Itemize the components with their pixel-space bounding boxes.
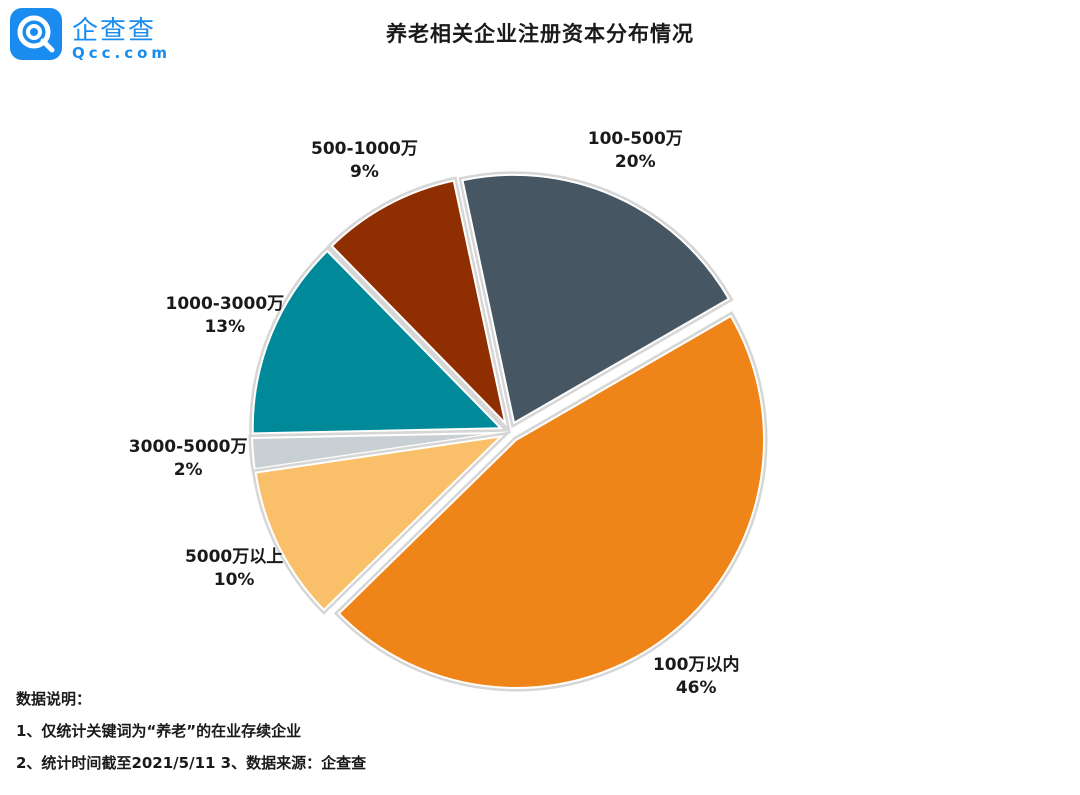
slice-3-label: 3000-5000万 2% — [129, 436, 248, 482]
slice-4-category: 5000万以上 — [184, 546, 284, 567]
slice-2-category: 1000-3000万 — [165, 293, 285, 314]
slice-5-label: 100万以内 46% — [653, 654, 740, 700]
slice-5-category: 100万以内 — [652, 655, 740, 676]
slice-1-percent: 9% — [350, 161, 379, 182]
slice-2-label: 1000-3000万 13% — [165, 293, 284, 339]
slice-2 — [251, 249, 504, 435]
slice-2-percent: 13% — [204, 316, 246, 337]
slice-5-percent: 46% — [675, 678, 717, 699]
slice-3-percent: 2% — [173, 460, 203, 481]
qcc-logo-icon — [10, 8, 62, 60]
slice-4 — [254, 435, 504, 612]
slice-1 — [330, 179, 507, 427]
pie-chart — [248, 171, 768, 692]
slice-3-category: 3000-5000万 — [128, 437, 248, 458]
data-notes: 数据说明： 1、仅统计关键词为“养老”的在业存续企业 2、统计时间截至2021/… — [16, 688, 366, 784]
qcc-logo: 企查查 Qcc.com — [10, 8, 180, 64]
slice-0-label: 100-500万 20% — [588, 128, 683, 174]
logo-domain: Qcc.com — [72, 44, 172, 62]
slice-4-percent: 10% — [213, 569, 255, 590]
slice-5 — [337, 314, 766, 689]
slice-3 — [251, 431, 501, 471]
logo-name: 企查查 — [72, 16, 157, 46]
notes-heading: 数据说明： — [16, 690, 92, 708]
slice-0 — [461, 173, 731, 425]
slice-1-category: 500-1000万 — [311, 138, 418, 159]
slice-4-label: 5000万以上 10% — [185, 546, 283, 592]
notes-line-1: 1、仅统计关键词为“养老”的在业存续企业 — [16, 722, 302, 740]
slice-0-category: 100-500万 — [587, 128, 683, 149]
slice-0-percent: 20% — [614, 151, 656, 172]
slice-1-label: 500-1000万 9% — [311, 138, 418, 184]
notes-line-2: 2、统计时间截至2021/5/11 3、数据来源：企查查 — [16, 754, 367, 772]
chart-title: 养老相关企业注册资本分布情况 — [386, 22, 694, 46]
